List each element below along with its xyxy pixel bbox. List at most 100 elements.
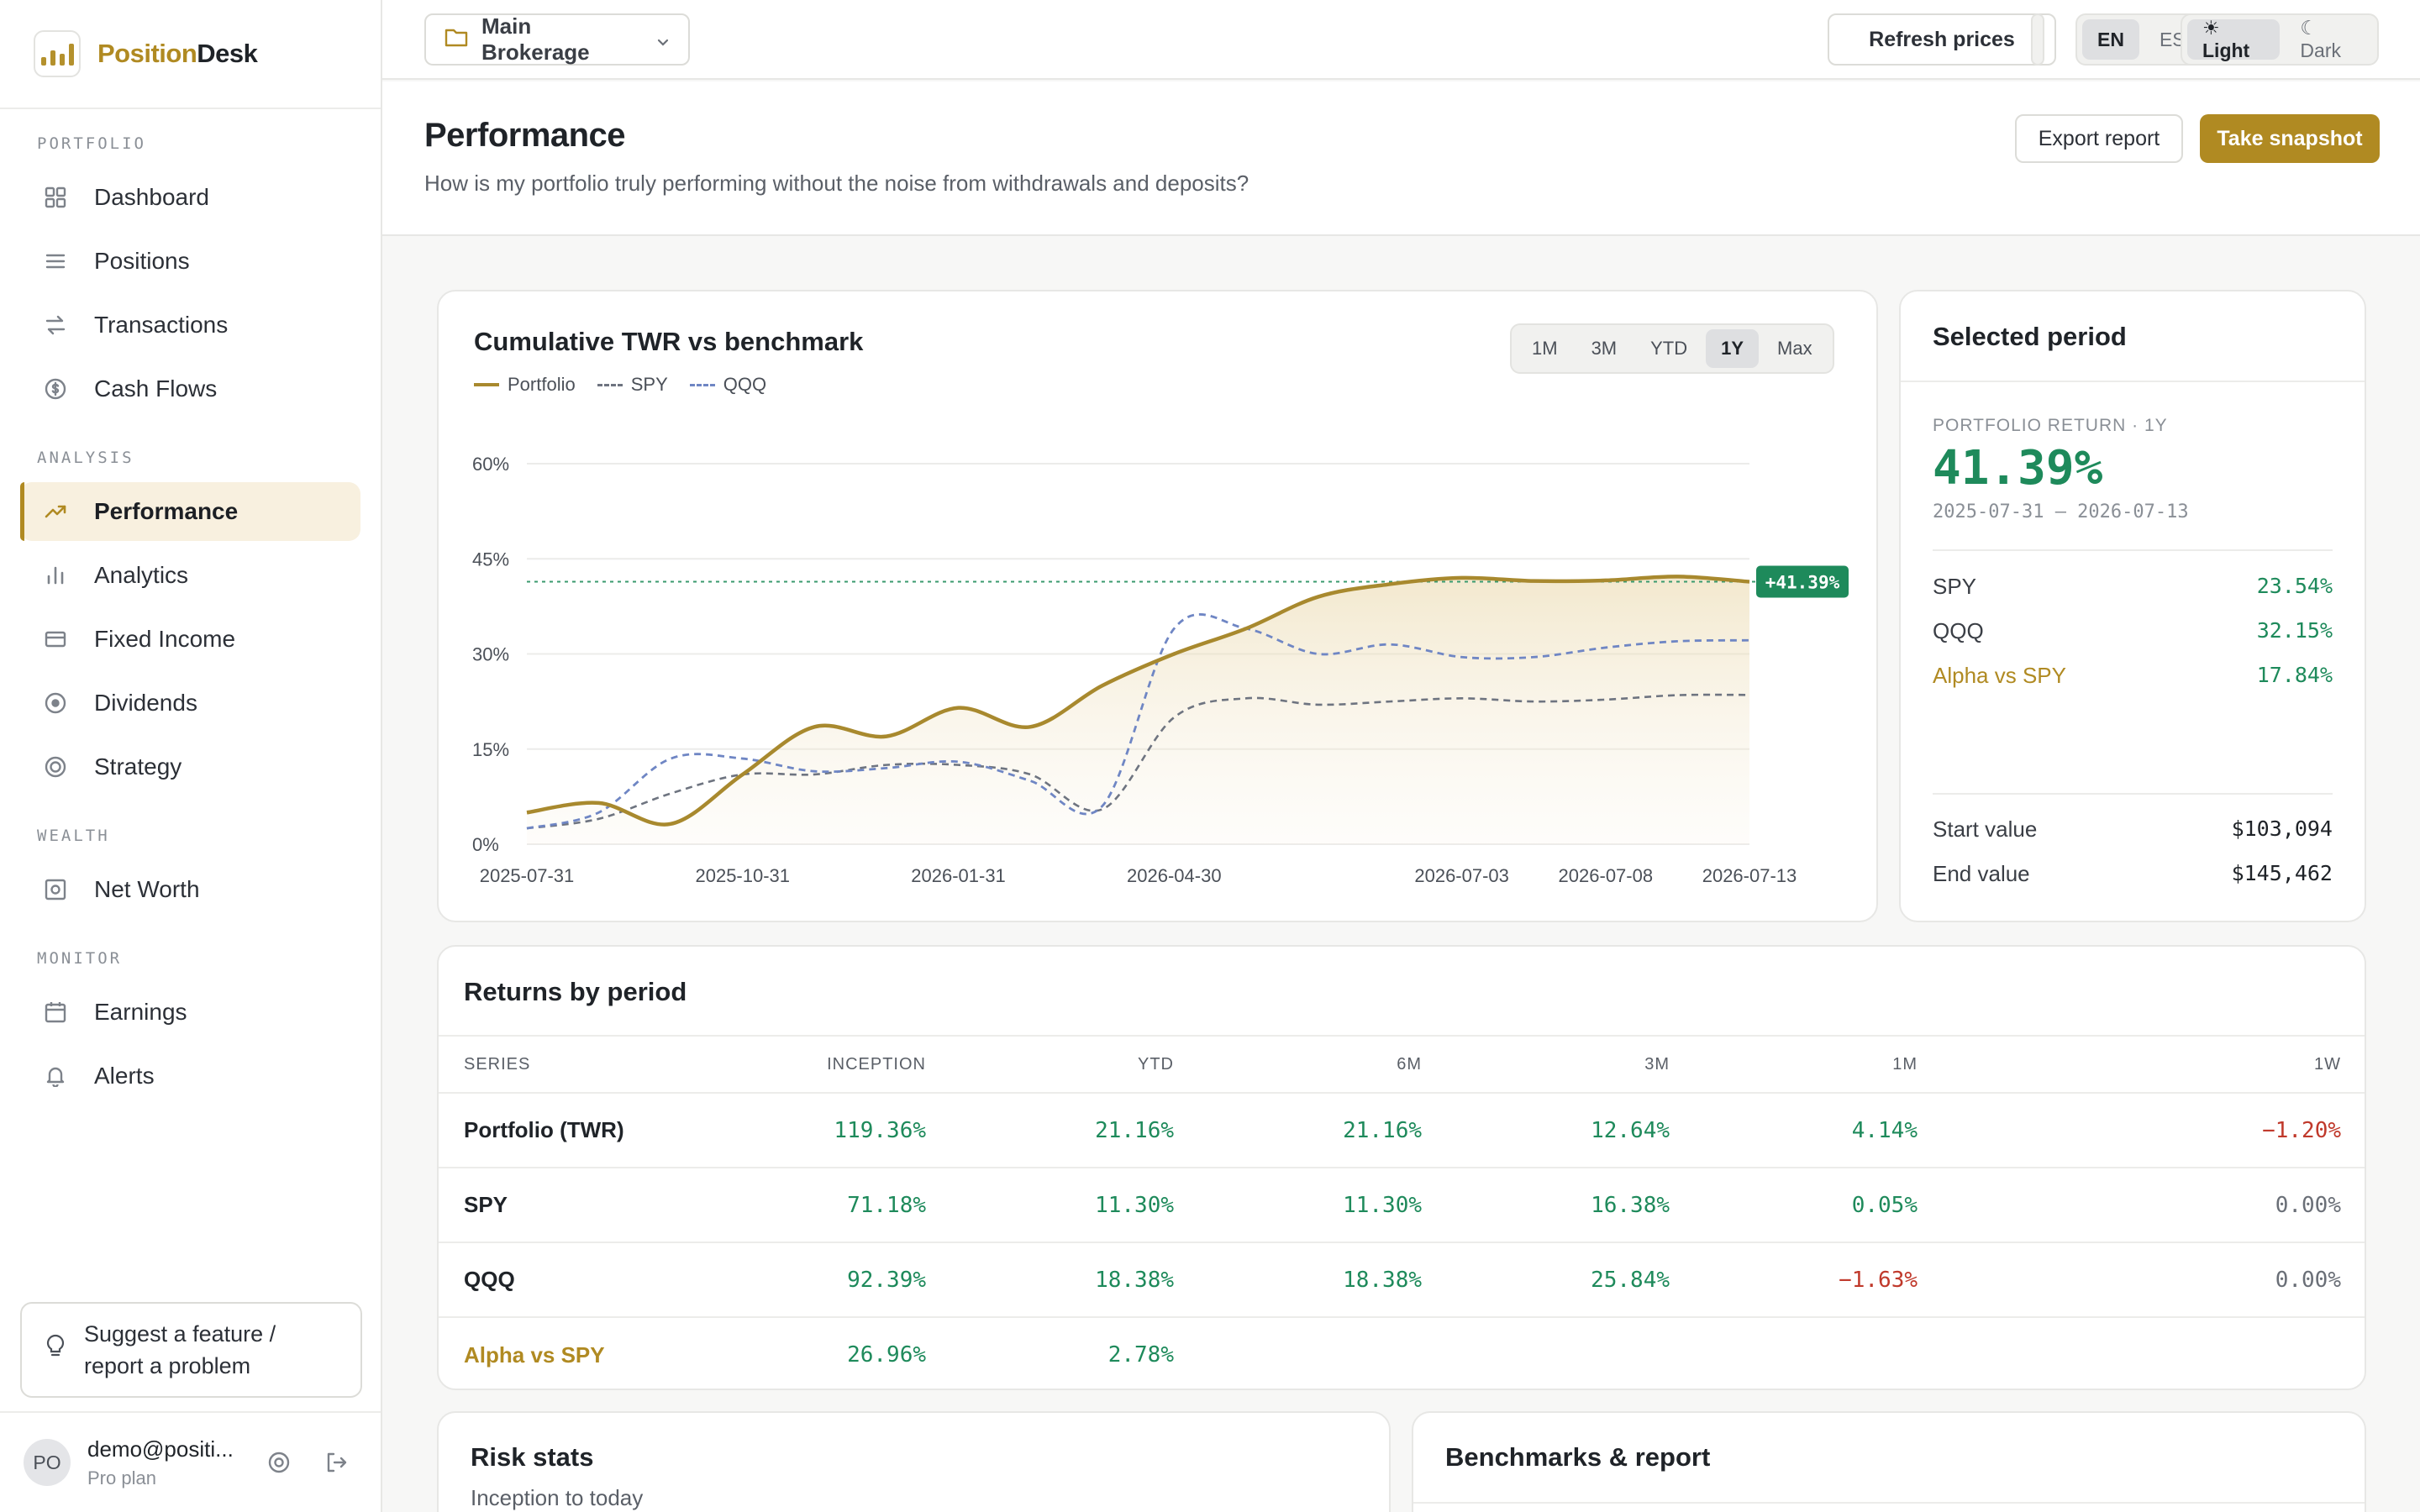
sidebar-item-earnings[interactable]: Earnings xyxy=(20,983,360,1042)
divider xyxy=(1413,1502,2365,1504)
return-cell: 12.64% xyxy=(1445,1093,1693,1168)
column-header[interactable]: 1M xyxy=(1693,1035,1941,1094)
risk-stats-title: Risk stats xyxy=(471,1442,594,1472)
settings-icon[interactable] xyxy=(262,1446,296,1479)
x-tick-label: 2026-07-03 xyxy=(1414,865,1509,886)
return-cell: 119.36% xyxy=(666,1093,950,1168)
legend-label: SPY xyxy=(630,374,668,395)
column-header[interactable]: SERIES xyxy=(439,1035,666,1094)
sidebar-item-label: Fixed Income xyxy=(94,626,236,652)
period-row-value: 23.54% xyxy=(2256,574,2333,598)
range-ytd[interactable]: YTD xyxy=(1650,338,1688,359)
sidebar-item-transactions[interactable]: Transactions xyxy=(20,296,360,354)
lang-option-en[interactable]: EN xyxy=(2082,19,2139,60)
top-bar: Main Brokerage Refresh prices EN ES ☀ Li… xyxy=(382,0,2420,80)
trend-up-icon xyxy=(44,500,67,523)
theme-option-light[interactable]: ☀ Light xyxy=(2187,17,2281,61)
sidebar-item-label: Earnings xyxy=(94,999,187,1025)
return-cell: 16.38% xyxy=(1445,1168,1693,1243)
range-3m[interactable]: 3M xyxy=(1591,338,1618,359)
nav-section-analysis: ANALYSIS Performance Analytics Fixed Inc… xyxy=(0,423,381,796)
brand-name-part1: Position xyxy=(97,39,197,68)
y-tick-label: 45% xyxy=(472,549,509,570)
account-select-value: Main Brokerage xyxy=(481,13,590,65)
return-cell: −1.20% xyxy=(1941,1093,2365,1168)
column-header[interactable]: INCEPTION xyxy=(666,1035,950,1094)
sidebar-item-cash-flows[interactable]: Cash Flows xyxy=(20,360,360,418)
sidebar-item-fixed-income[interactable]: Fixed Income xyxy=(20,610,360,669)
period-row-label: QQQ xyxy=(1933,618,1984,643)
sidebar-item-dividends[interactable]: Dividends xyxy=(20,674,360,732)
brand-name: PositionDesk xyxy=(97,39,258,69)
refresh-prices-button[interactable]: Refresh prices xyxy=(1828,13,2056,66)
suggest-feature-button[interactable]: Suggest a feature / report a problem xyxy=(20,1302,362,1398)
avatar[interactable]: PO xyxy=(24,1439,71,1486)
period-row-alpha: Alpha vs SPY 17.84% xyxy=(1933,663,2333,689)
divider xyxy=(1933,549,2333,551)
return-cell xyxy=(1693,1317,1941,1392)
sidebar-item-analytics[interactable]: Analytics xyxy=(20,546,360,605)
user-email: demo@positi... xyxy=(87,1436,234,1462)
chart-legend: Portfolio SPY QQQ xyxy=(474,374,766,396)
sidebar-item-label: Performance xyxy=(94,498,239,524)
range-1m[interactable]: 1M xyxy=(1532,338,1558,359)
column-header[interactable]: 1W xyxy=(1941,1035,2365,1094)
lightbulb-icon xyxy=(45,1334,66,1366)
range-selector: 1M 3M YTD 1Y Max xyxy=(1510,323,1834,374)
nav-section-monitor: MONITOR Earnings Alerts xyxy=(0,924,381,1105)
nav-heading: WEALTH xyxy=(37,827,110,845)
series-name-cell: SPY xyxy=(439,1168,666,1243)
bar-chart-icon xyxy=(44,564,67,587)
take-snapshot-button[interactable]: Take snapshot xyxy=(2200,114,2380,163)
list-icon xyxy=(44,249,67,273)
column-header[interactable]: YTD xyxy=(950,1035,1197,1094)
table-row[interactable]: QQQ 92.39% 18.38% 18.38% 25.84% −1.63% 0.00% xyxy=(439,1242,2365,1318)
range-1y[interactable]: 1Y xyxy=(1706,329,1760,368)
column-header[interactable]: 6M xyxy=(1197,1035,1445,1094)
suggest-feature-label: Suggest a feature / report a problem xyxy=(84,1321,276,1378)
arrows-swap-icon xyxy=(44,313,67,337)
export-report-button[interactable]: Export report xyxy=(2015,114,2183,163)
portfolio-return-value: 41.39% xyxy=(1933,441,2103,496)
grid-icon xyxy=(44,186,67,209)
calendar-icon xyxy=(44,1000,67,1024)
start-value-row: Start value $103,094 xyxy=(1933,816,2333,843)
table-row[interactable]: Alpha vs SPY 26.96% 2.78% xyxy=(439,1317,2365,1392)
period-row-value: 17.84% xyxy=(2256,663,2333,687)
benchmarks-title: Benchmarks & report xyxy=(1445,1442,1711,1472)
nav-section-wealth: WEALTH Net Worth xyxy=(0,801,381,919)
sidebar-item-net-worth[interactable]: Net Worth xyxy=(20,860,360,919)
table-row[interactable]: Portfolio (TWR) 119.36% 21.16% 21.16% 12.64%… xyxy=(439,1093,2365,1168)
sidebar-item-performance[interactable]: Performance xyxy=(20,482,360,541)
nav-heading: MONITOR xyxy=(37,949,123,968)
logout-icon[interactable] xyxy=(319,1446,353,1479)
sidebar-item-positions[interactable]: Positions xyxy=(20,232,360,291)
theme-option-dark[interactable]: ☾ Dark xyxy=(2300,17,2341,61)
return-cell: 0.00% xyxy=(1941,1168,2365,1243)
sidebar-item-alerts[interactable]: Alerts xyxy=(20,1047,360,1105)
series-name-cell: Alpha vs SPY xyxy=(464,1341,605,1368)
portfolio-area xyxy=(527,576,1749,844)
sidebar-item-label: Strategy xyxy=(94,753,182,780)
period-row-value: 32.15% xyxy=(2256,618,2333,643)
account-select[interactable]: Main Brokerage xyxy=(424,13,690,66)
table-row[interactable]: SPY 71.18% 11.30% 11.30% 16.38% 0.05% 0.00% xyxy=(439,1168,2365,1243)
return-cell: 71.18% xyxy=(666,1168,950,1243)
legend-item-portfolio: Portfolio xyxy=(474,374,576,396)
placeholder xyxy=(2031,13,2044,66)
y-tick-label: 30% xyxy=(472,644,509,665)
range-max[interactable]: Max xyxy=(1777,338,1812,359)
brand[interactable]: PositionDesk xyxy=(0,0,381,109)
legend-item-qqq: QQQ xyxy=(689,374,766,396)
return-cell: 21.16% xyxy=(1197,1093,1445,1168)
benchmarks-report-card: Benchmarks & report xyxy=(1412,1411,2366,1512)
column-header[interactable]: 3M xyxy=(1445,1035,1693,1094)
target-icon xyxy=(44,691,67,715)
series-name-cell: Portfolio (TWR) xyxy=(439,1093,666,1168)
user-plan: Pro plan xyxy=(87,1467,156,1488)
return-cell: 26.96% xyxy=(847,1342,926,1368)
nav-heading: ANALYSIS xyxy=(37,449,134,467)
sidebar-item-strategy[interactable]: Strategy xyxy=(20,738,360,796)
sidebar-item-dashboard[interactable]: Dashboard xyxy=(20,168,360,227)
end-value-label: +41.39% xyxy=(1765,573,1840,593)
